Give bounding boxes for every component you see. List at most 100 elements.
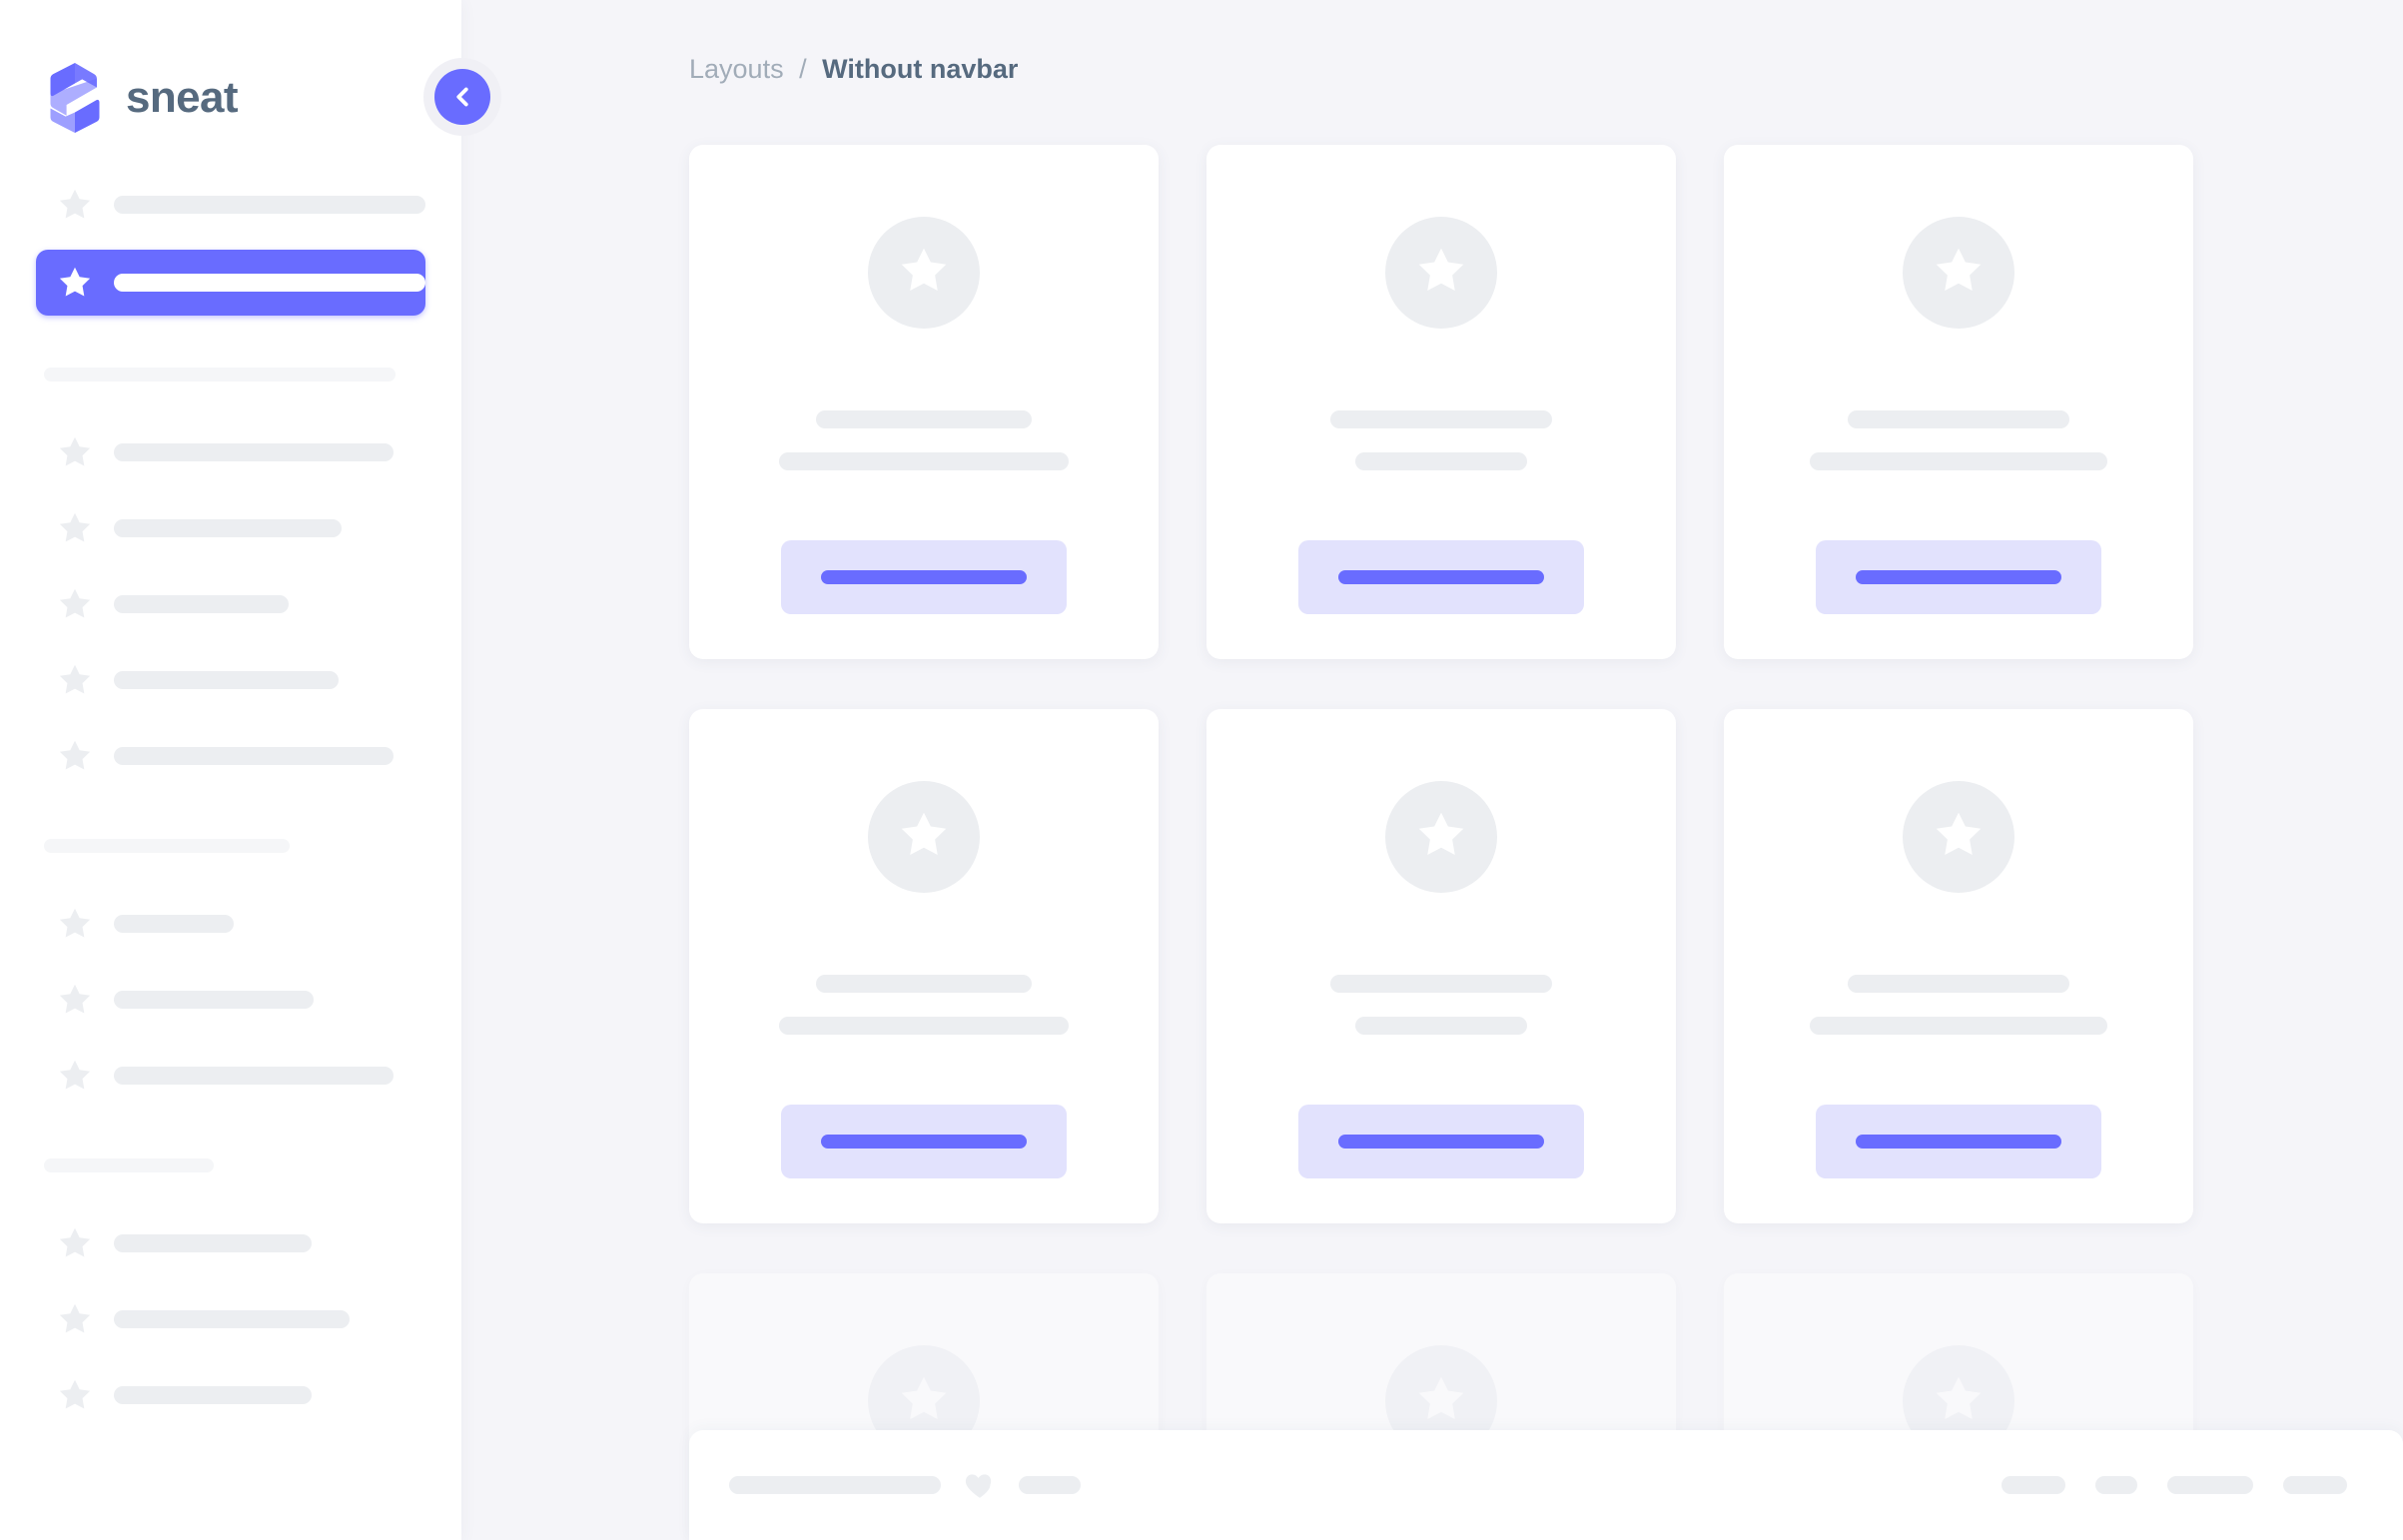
nav-spacer <box>0 635 461 649</box>
star-icon <box>36 905 114 943</box>
footer-placeholder-bar <box>729 1476 941 1494</box>
avatar <box>1385 781 1497 893</box>
footer-placeholder-bar <box>2095 1476 2137 1494</box>
card-grid <box>461 83 2403 1540</box>
sidebar-item-active[interactable] <box>36 250 425 316</box>
nav-spacer <box>0 382 461 421</box>
avatar <box>868 781 980 893</box>
button-label-placeholder <box>821 1135 1027 1149</box>
card-title-placeholder <box>1848 410 2069 428</box>
nav-spacer <box>0 853 461 893</box>
star-icon <box>36 585 114 623</box>
sidebar-item-label-placeholder <box>114 274 425 292</box>
sidebar-item-label-placeholder <box>114 196 425 214</box>
star-icon <box>36 186 114 224</box>
content-card[interactable] <box>689 145 1159 659</box>
card-action-button[interactable] <box>1298 540 1584 614</box>
sidebar-item-label-placeholder <box>114 1067 394 1085</box>
breadcrumb-parent[interactable]: Layouts <box>689 54 784 84</box>
card-text-placeholders <box>1206 975 1676 1035</box>
chevron-left-icon <box>434 69 490 125</box>
nav-spacer <box>0 559 461 573</box>
nav-spacer <box>0 1107 461 1158</box>
card-action-button[interactable] <box>1298 1105 1584 1178</box>
nav-spacer <box>0 787 461 839</box>
nav-spacer <box>0 316 461 368</box>
brand[interactable]: sneat <box>0 0 461 150</box>
nav-spacer <box>0 483 461 497</box>
heart-icon <box>963 1468 997 1502</box>
star-icon <box>36 1057 114 1095</box>
sidebar-item-label-placeholder <box>114 443 394 461</box>
content-card[interactable] <box>1206 145 1676 659</box>
star-icon <box>36 661 114 699</box>
card-subtitle-placeholder <box>779 1017 1069 1035</box>
card-subtitle-placeholder <box>1810 452 2107 470</box>
star-icon <box>36 1376 114 1414</box>
sidebar-item[interactable] <box>36 421 425 483</box>
nav-spacer <box>0 236 461 250</box>
content-card[interactable] <box>1724 145 2193 659</box>
sidebar-item-label-placeholder <box>114 915 234 933</box>
sidebar-item[interactable] <box>36 1045 425 1107</box>
sidebar-item[interactable] <box>36 1212 425 1274</box>
content-card[interactable] <box>1724 709 2193 1223</box>
footer-placeholder-bar <box>2002 1476 2065 1494</box>
card-title-placeholder <box>1330 410 1552 428</box>
sidebar-item-label-placeholder <box>114 991 314 1009</box>
footer-right-group <box>2002 1476 2347 1494</box>
star-icon <box>896 1371 952 1432</box>
star-icon <box>1413 807 1469 868</box>
sidebar-item[interactable] <box>36 573 425 635</box>
content-card[interactable] <box>689 709 1159 1223</box>
sidebar-item[interactable] <box>36 1364 425 1426</box>
card-text-placeholders <box>1724 410 2193 470</box>
sidebar-item[interactable] <box>36 893 425 955</box>
sidebar-item[interactable] <box>36 649 425 711</box>
card-subtitle-placeholder <box>779 452 1069 470</box>
nav-spacer <box>0 150 461 174</box>
star-icon <box>896 807 952 868</box>
button-label-placeholder <box>821 570 1027 584</box>
sidebar-item[interactable] <box>36 725 425 787</box>
nav-spacer <box>0 1031 461 1045</box>
footer-placeholder-bar <box>2283 1476 2347 1494</box>
star-icon <box>36 737 114 775</box>
star-icon <box>1931 1371 1987 1432</box>
sidebar-item[interactable] <box>36 174 425 236</box>
section-divider-2 <box>44 839 290 853</box>
card-subtitle-placeholder <box>1355 452 1527 470</box>
sidebar-item-label-placeholder <box>114 1234 312 1252</box>
star-icon <box>1413 1371 1469 1432</box>
star-icon <box>36 264 114 302</box>
section-divider-3 <box>44 1158 214 1172</box>
button-label-placeholder <box>1856 1135 2061 1149</box>
sidebar-item[interactable] <box>36 1288 425 1350</box>
button-label-placeholder <box>1338 1135 1544 1149</box>
card-subtitle-placeholder <box>1355 1017 1527 1035</box>
star-icon <box>36 1224 114 1262</box>
sidebar-item-label-placeholder <box>114 671 339 689</box>
star-icon <box>1931 807 1987 868</box>
avatar <box>1903 217 2014 329</box>
card-action-button[interactable] <box>1816 540 2101 614</box>
card-action-button[interactable] <box>1816 1105 2101 1178</box>
footer-placeholder-bar <box>1019 1476 1081 1494</box>
collapse-sidebar-button[interactable] <box>423 58 501 136</box>
button-label-placeholder <box>1338 570 1544 584</box>
card-action-button[interactable] <box>781 540 1067 614</box>
breadcrumb: Layouts / Without navbar <box>461 0 2403 83</box>
card-action-button[interactable] <box>781 1105 1067 1178</box>
card-text-placeholders <box>689 975 1159 1035</box>
sidebar-item[interactable] <box>36 969 425 1031</box>
breadcrumb-current: Without navbar <box>822 54 1019 84</box>
content-card[interactable] <box>1206 709 1676 1223</box>
sidebar-item[interactable] <box>36 497 425 559</box>
footer-bar <box>689 1430 2403 1540</box>
card-title-placeholder <box>1330 975 1552 993</box>
avatar <box>868 217 980 329</box>
card-text-placeholders <box>689 410 1159 470</box>
sidebar-item-label-placeholder <box>114 747 394 765</box>
nav-spacer <box>0 1274 461 1288</box>
star-icon <box>36 509 114 547</box>
